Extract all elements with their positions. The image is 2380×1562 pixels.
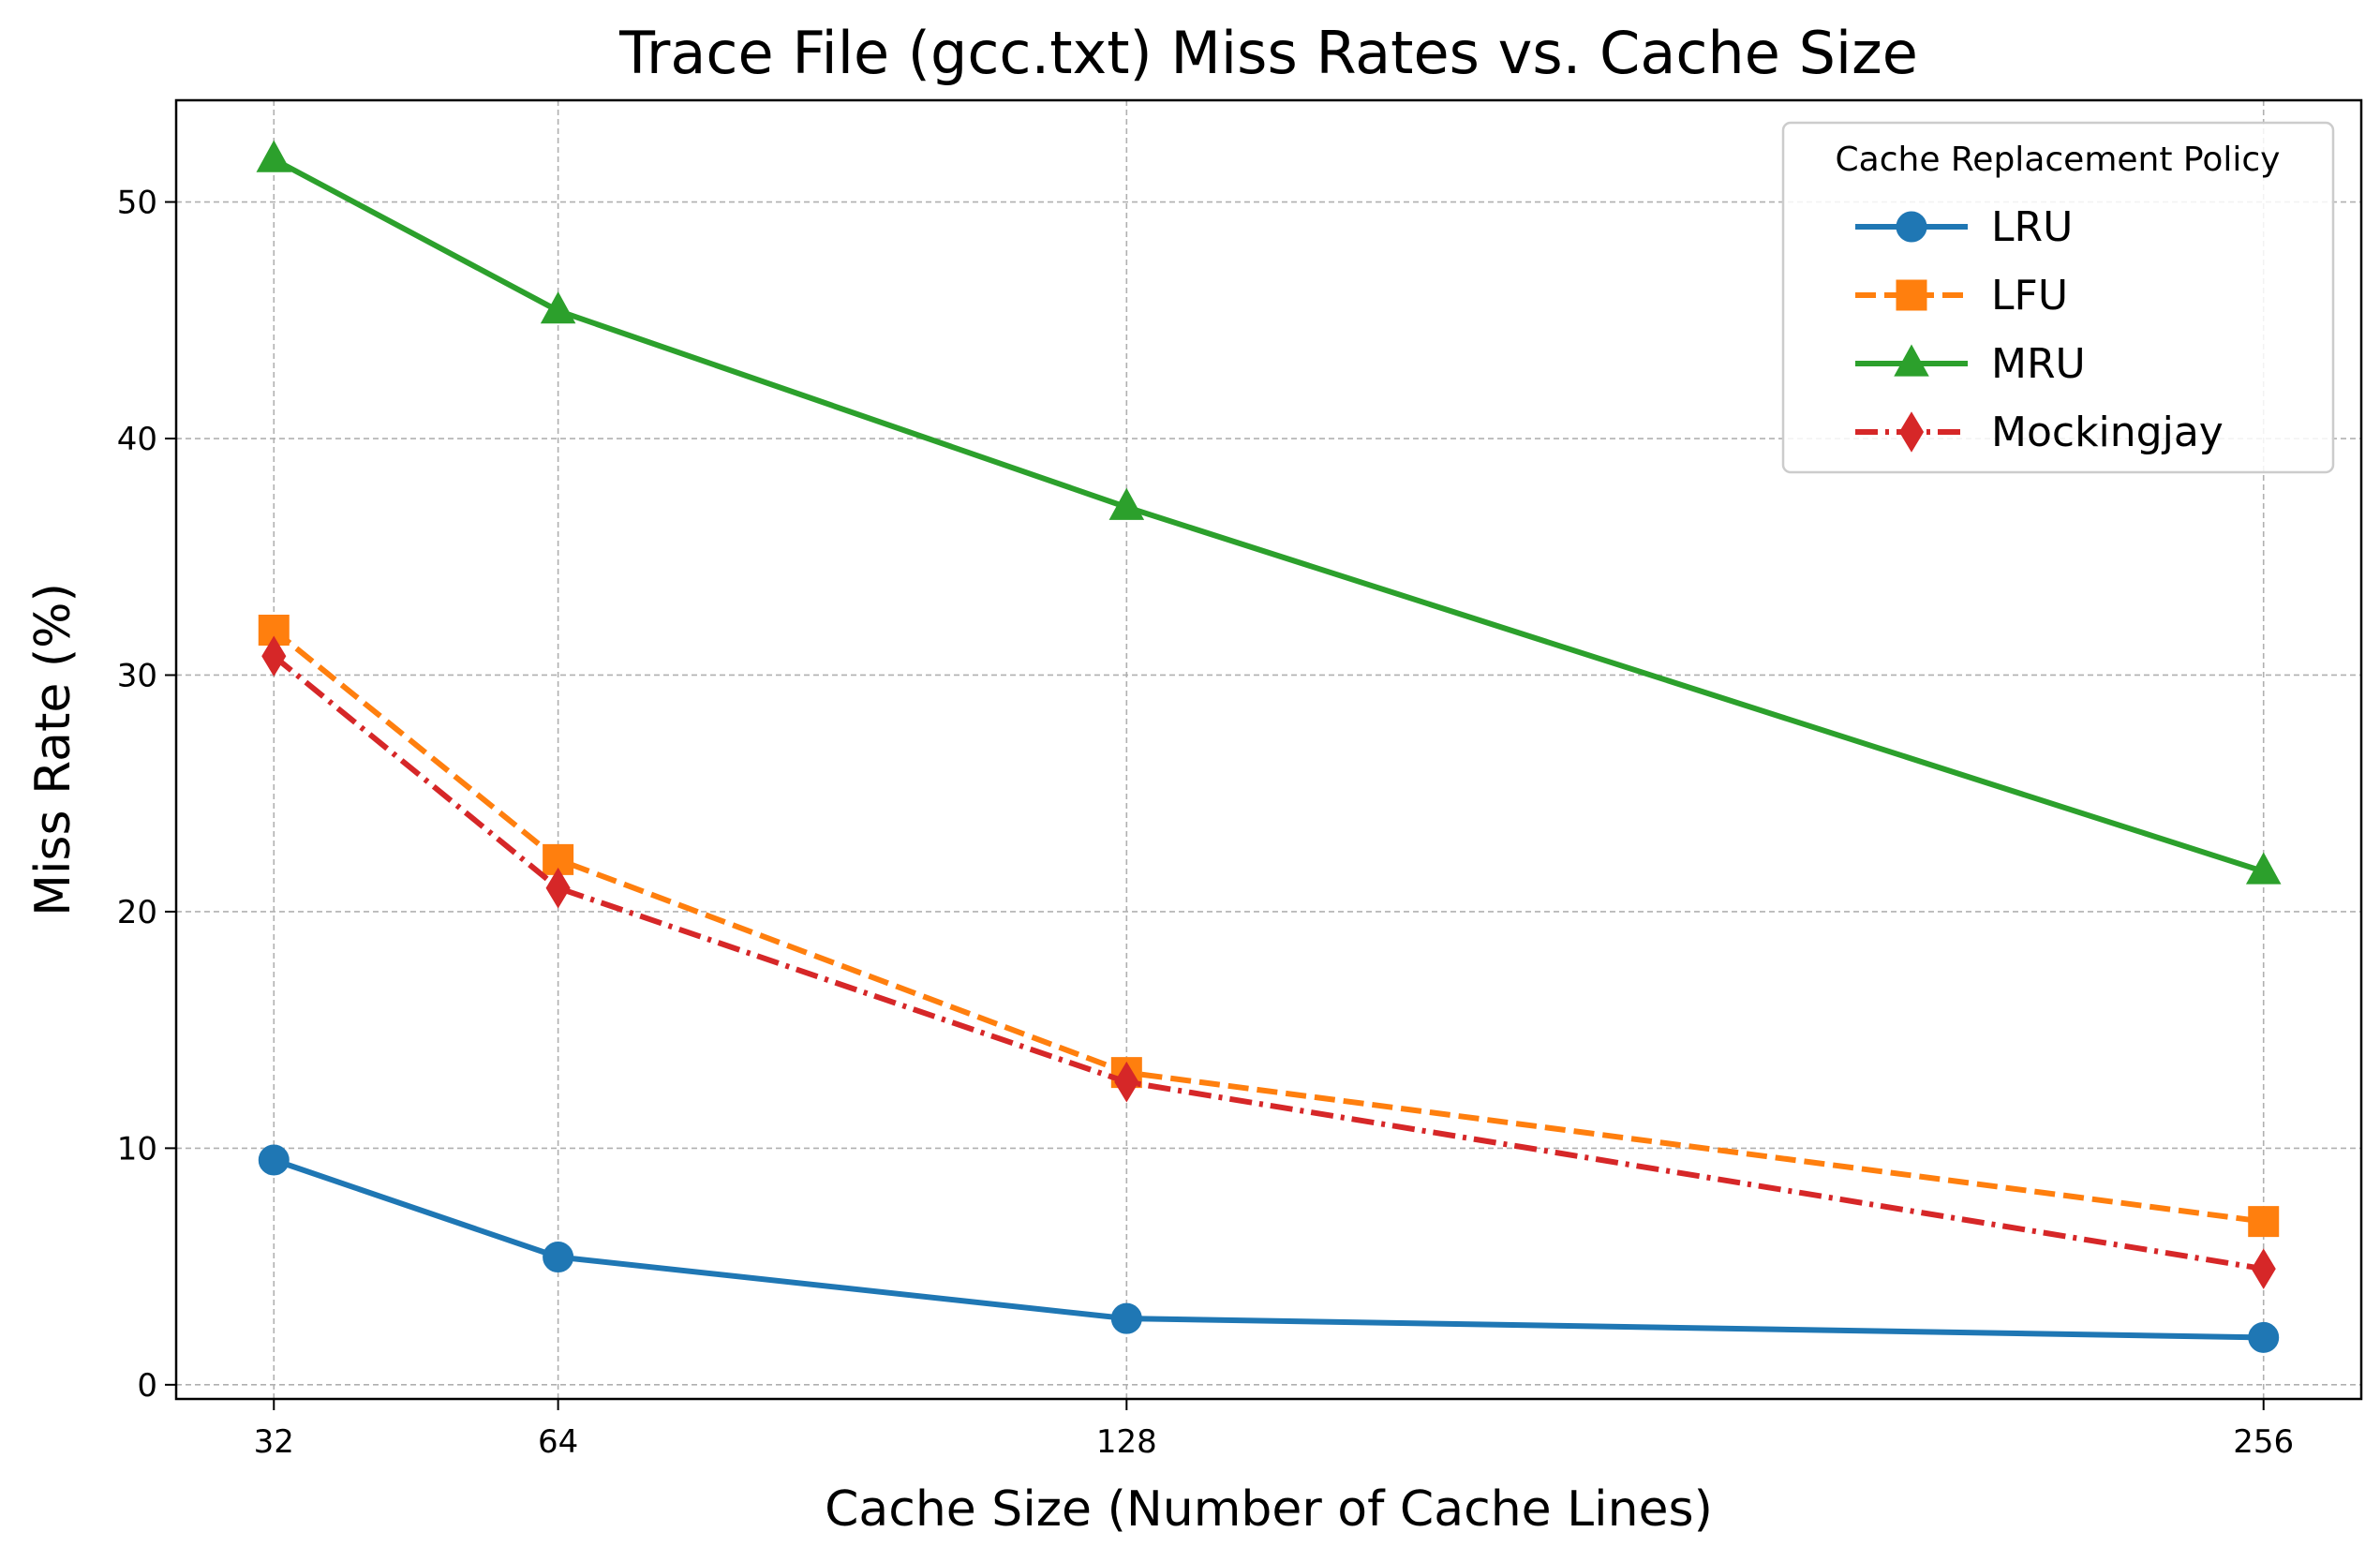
series-lfu xyxy=(258,615,2280,1238)
series-line-mru xyxy=(272,156,2265,874)
series-layer xyxy=(256,140,2282,1353)
legend-label-mru: MRU xyxy=(1991,340,2086,388)
legend-title: Cache Replacement Policy xyxy=(1836,141,2281,179)
data-point-lru xyxy=(258,1144,290,1176)
y-tick-label: 20 xyxy=(117,894,157,931)
axis-layer: 32 64 128 256 0 10 20 30 40 50 xyxy=(117,185,2294,1461)
data-point-lru xyxy=(1110,1302,1142,1334)
data-point-mockingjay xyxy=(2251,1248,2276,1289)
data-point-lru xyxy=(2248,1321,2280,1353)
data-point-mru xyxy=(256,140,292,172)
data-point-mru xyxy=(2245,852,2282,885)
data-point-lfu xyxy=(543,843,574,875)
y-axis-label: Miss Rate (%) xyxy=(25,583,82,916)
data-point-mru xyxy=(1108,487,1145,520)
legend-label-lfu: LFU xyxy=(1991,272,2068,320)
legend-item-lfu: LFU xyxy=(1855,272,2068,320)
chart-title: Trace File (gcc.txt) Miss Rates vs. Cach… xyxy=(618,19,1918,87)
legend-item-lru: LRU xyxy=(1855,203,2073,251)
x-tick-label: 32 xyxy=(254,1423,294,1461)
series-line-lfu xyxy=(272,628,2265,1225)
series-line-mockingjay xyxy=(272,653,2265,1272)
x-axis-label: Cache Size (Number of Cache Lines) xyxy=(825,1481,1713,1538)
data-point-mockingjay xyxy=(545,867,571,909)
plot-frame xyxy=(174,98,2363,1401)
data-point-lfu xyxy=(2248,1206,2280,1238)
series-mru xyxy=(256,140,2282,885)
y-tick-label: 30 xyxy=(117,657,157,694)
legend-item-mru: MRU xyxy=(1855,340,2086,388)
legend-entries: LRU LFU MRU Mockingjay xyxy=(1855,203,2224,456)
y-tick-label: 50 xyxy=(117,185,157,222)
legend-marker-mru xyxy=(1894,344,1929,377)
series-mockingjay xyxy=(261,635,2276,1289)
data-point-mockingjay xyxy=(1114,1061,1139,1103)
y-tick-label: 10 xyxy=(117,1130,157,1168)
legend: Cache Replacement Policy LRU LFU MRU Mockin… xyxy=(1781,121,2335,474)
legend-box xyxy=(1781,121,2335,474)
legend-label-lru: LRU xyxy=(1991,203,2073,251)
legend-marker-lru xyxy=(1896,211,1927,243)
series-lru xyxy=(258,1144,2280,1353)
legend-marker-mockingjay xyxy=(1898,411,1925,453)
legend-marker-lfu xyxy=(1896,279,1927,311)
y-tick-label: 0 xyxy=(137,1367,157,1405)
data-point-mockingjay xyxy=(261,635,287,677)
legend-label-mockingjay: Mockingjay xyxy=(1991,409,2224,456)
legend-item-mockingjay: Mockingjay xyxy=(1855,409,2224,456)
data-point-lru xyxy=(543,1242,574,1273)
x-tick-label: 256 xyxy=(2233,1423,2294,1461)
data-point-mru xyxy=(540,291,576,324)
x-tick-label: 128 xyxy=(1096,1423,1157,1461)
y-tick-label: 40 xyxy=(117,421,157,458)
x-tick-label: 64 xyxy=(538,1423,578,1461)
series-line-lru xyxy=(273,1157,2264,1341)
data-point-lfu xyxy=(258,615,290,647)
